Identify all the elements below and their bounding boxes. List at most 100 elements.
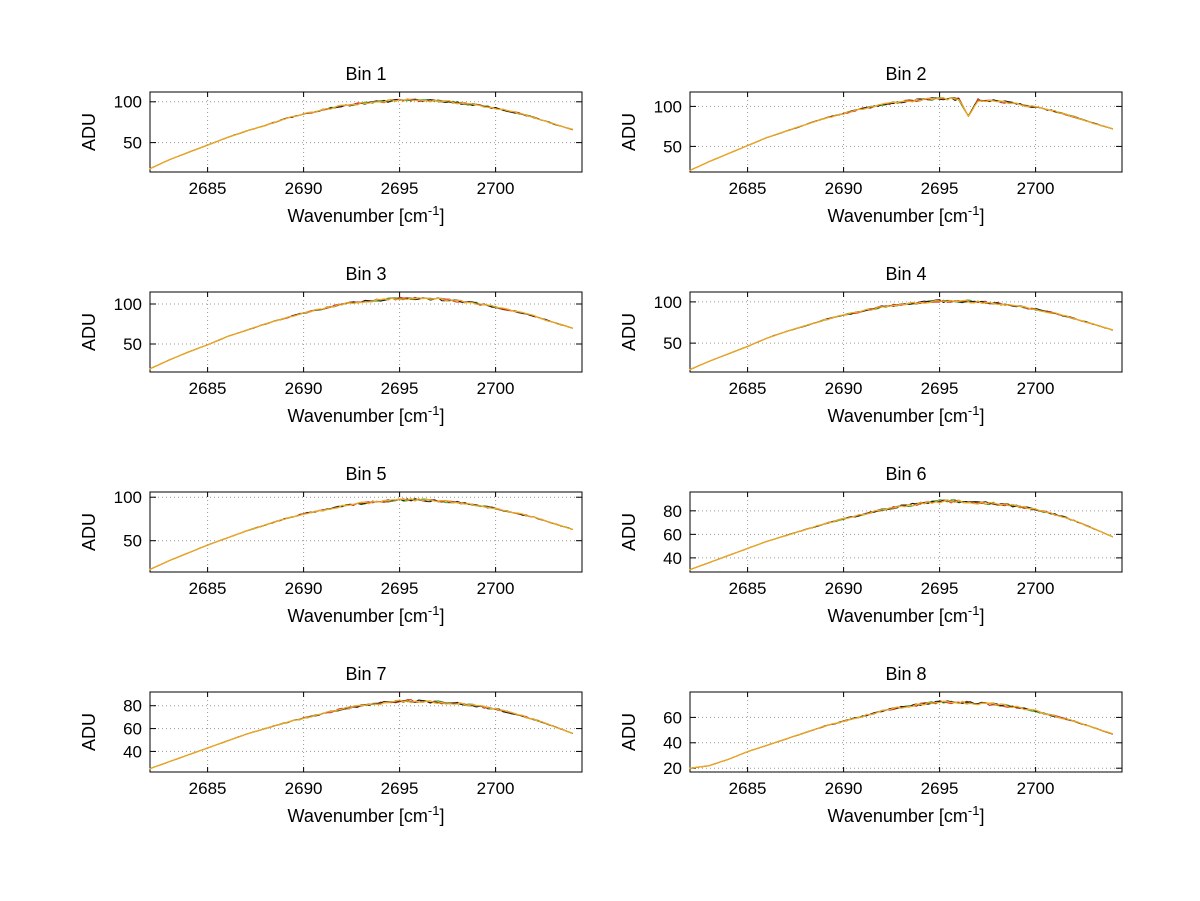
axes-box bbox=[149, 691, 583, 773]
y-tick-label: 50 bbox=[123, 532, 142, 551]
subplot: 2685 2690 2695 2700 40 60 80 Bin 7 ADU Wavenumber… bbox=[30, 660, 600, 832]
y-tick-label: 20 bbox=[663, 759, 682, 778]
plot-svg: 2685 2690 2695 2700 40 60 80 Bin 6 ADU Wavenumber… bbox=[619, 464, 1123, 626]
plot-title: Bin 1 bbox=[345, 64, 386, 84]
x-tick-label: 2690 bbox=[285, 579, 323, 598]
x-tick-label: 2690 bbox=[825, 179, 863, 198]
x-tick-label: 2700 bbox=[1017, 379, 1055, 398]
x-axis-label: Wavenumber [cm-1] bbox=[288, 603, 445, 626]
x-tick-label: 2700 bbox=[1017, 779, 1055, 798]
x-tick-label: 2685 bbox=[729, 379, 767, 398]
y-tick-label: 50 bbox=[663, 137, 682, 156]
plot-svg: 2685 2690 2695 2700 50 100 Bin 1 ADU Wavenumber … bbox=[79, 64, 583, 226]
y-tick-label: 100 bbox=[114, 488, 142, 507]
x-tick-label: 2685 bbox=[729, 579, 767, 598]
plot-title: Bin 8 bbox=[885, 664, 926, 684]
x-axis-label: Wavenumber [cm-1] bbox=[828, 403, 985, 426]
x-tick-label: 2685 bbox=[189, 579, 227, 598]
spectrum-underline bbox=[689, 700, 1113, 769]
x-tick-label: 2700 bbox=[1017, 179, 1055, 198]
x-tick-label: 2695 bbox=[921, 179, 959, 198]
x-tick-label: 2685 bbox=[189, 379, 227, 398]
spectrum-underline bbox=[149, 98, 573, 170]
x-tick-label: 2695 bbox=[381, 579, 419, 598]
y-tick-label: 60 bbox=[663, 525, 682, 544]
spectrum-underline bbox=[149, 699, 573, 770]
axes-box bbox=[149, 491, 583, 573]
spectrum-line bbox=[689, 299, 1114, 371]
y-axis-label: ADU bbox=[79, 113, 99, 151]
axes-box bbox=[689, 91, 1123, 173]
x-tick-label: 2690 bbox=[825, 379, 863, 398]
y-tick-label: 100 bbox=[114, 93, 142, 112]
x-axis-label: Wavenumber [cm-1] bbox=[288, 403, 445, 426]
spectrum-underline bbox=[149, 498, 573, 570]
spectrum-underline bbox=[689, 97, 1113, 171]
spectrum-underline bbox=[689, 96, 1113, 171]
spectrum-line bbox=[689, 700, 1114, 769]
y-tick-label: 80 bbox=[663, 502, 682, 521]
y-tick-label: 50 bbox=[663, 334, 682, 353]
x-tick-label: 2690 bbox=[825, 779, 863, 798]
x-tick-label: 2695 bbox=[921, 779, 959, 798]
axes-box bbox=[689, 691, 1123, 773]
y-tick-label: 60 bbox=[663, 708, 682, 727]
plot-title: Bin 3 bbox=[345, 264, 386, 284]
plot-title: Bin 6 bbox=[885, 464, 926, 484]
spectrum-underline bbox=[149, 297, 573, 370]
x-axis-label: Wavenumber [cm-1] bbox=[288, 803, 445, 826]
y-axis-label: ADU bbox=[619, 713, 639, 751]
y-axis-label: ADU bbox=[79, 713, 99, 751]
y-axis-label: ADU bbox=[619, 113, 639, 151]
axes-box bbox=[149, 291, 583, 373]
x-tick-label: 2690 bbox=[285, 779, 323, 798]
y-tick-label: 100 bbox=[654, 293, 682, 312]
subplot: 2685 2690 2695 2700 50 100 Bin 2 ADU Wavenumber … bbox=[570, 60, 1140, 232]
spectrum-underline bbox=[149, 699, 573, 770]
x-tick-label: 2685 bbox=[189, 179, 227, 198]
spectrum-underline bbox=[689, 299, 1113, 370]
y-tick-label: 40 bbox=[663, 734, 682, 753]
spectrum-underline bbox=[689, 700, 1113, 769]
spectrum-underline bbox=[149, 498, 573, 570]
y-axis-label: ADU bbox=[619, 313, 639, 351]
subplot: 2685 2690 2695 2700 20 40 60 Bin 8 ADU Wavenumber… bbox=[570, 660, 1140, 832]
spectrum-underline bbox=[689, 499, 1113, 571]
plot-svg: 2685 2690 2695 2700 20 40 60 Bin 8 ADU Wavenumber… bbox=[619, 664, 1123, 826]
x-tick-label: 2685 bbox=[729, 779, 767, 798]
x-tick-label: 2695 bbox=[921, 379, 959, 398]
x-tick-label: 2690 bbox=[285, 379, 323, 398]
subplot: 2685 2690 2695 2700 50 100 Bin 5 ADU Wavenumber … bbox=[30, 460, 600, 632]
x-axis-label: Wavenumber [cm-1] bbox=[288, 203, 445, 226]
plot-title: Bin 7 bbox=[345, 664, 386, 684]
x-axis-label: Wavenumber [cm-1] bbox=[828, 203, 985, 226]
spectrum-line bbox=[149, 498, 574, 571]
spectrum-line bbox=[689, 97, 1114, 172]
subplot: 2685 2690 2695 2700 50 100 Bin 1 ADU Wavenumber … bbox=[30, 60, 600, 232]
x-tick-label: 2695 bbox=[921, 579, 959, 598]
y-tick-label: 40 bbox=[123, 742, 142, 761]
axes-box bbox=[689, 491, 1123, 573]
spectrum-underline bbox=[149, 296, 573, 370]
spectrum-underline bbox=[149, 498, 573, 570]
x-tick-label: 2685 bbox=[189, 779, 227, 798]
x-tick-label: 2685 bbox=[729, 179, 767, 198]
y-tick-label: 100 bbox=[114, 295, 142, 314]
spectrum-underline bbox=[689, 299, 1113, 370]
subplot: 2685 2690 2695 2700 40 60 80 Bin 6 ADU Wavenumber… bbox=[570, 460, 1140, 632]
spectrum-underline bbox=[689, 499, 1113, 571]
spectrum-line bbox=[149, 297, 574, 370]
y-tick-label: 40 bbox=[663, 549, 682, 568]
y-tick-label: 50 bbox=[123, 335, 142, 354]
spectrum-line bbox=[149, 98, 574, 170]
spectrum-underline bbox=[689, 299, 1113, 370]
x-tick-label: 2695 bbox=[381, 179, 419, 198]
x-tick-label: 2700 bbox=[477, 579, 515, 598]
axes-box bbox=[149, 91, 583, 173]
y-tick-label: 60 bbox=[123, 720, 142, 739]
plot-title: Bin 5 bbox=[345, 464, 386, 484]
x-tick-label: 2700 bbox=[1017, 579, 1055, 598]
subplot: 2685 2690 2695 2700 50 100 Bin 4 ADU Wavenumber … bbox=[570, 260, 1140, 432]
spectrum-underline bbox=[149, 699, 573, 770]
